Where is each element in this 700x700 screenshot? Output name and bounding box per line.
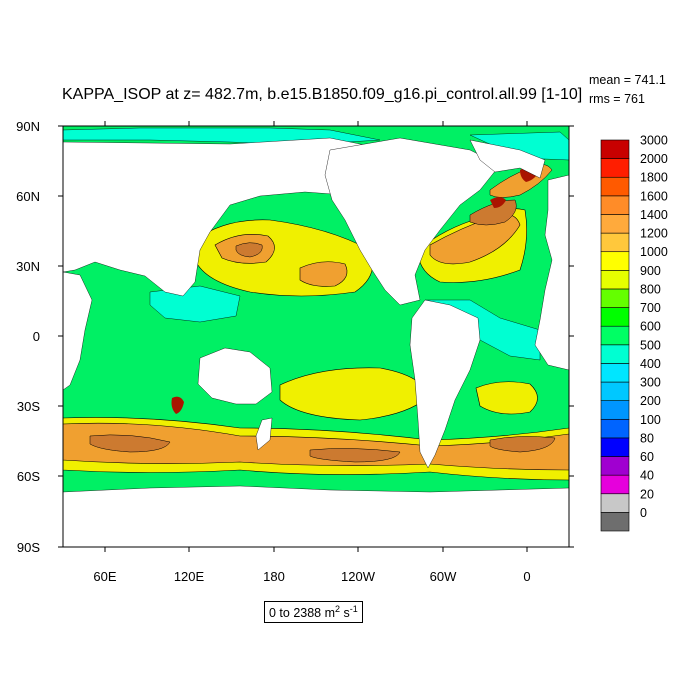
map-field <box>63 126 569 547</box>
range-mid: s <box>340 606 350 621</box>
colorbar-label: 600 <box>640 320 661 334</box>
lon-label: 0 <box>523 569 530 584</box>
colorbar-label: 100 <box>640 413 661 427</box>
colorbar-label: 60 <box>640 450 654 464</box>
colorbar-label: 40 <box>640 469 654 483</box>
southern-ocean-dark-patch-3 <box>489 436 556 453</box>
colorbar-box <box>600 325 630 346</box>
colorbar-box <box>600 437 630 457</box>
land-africa-edge <box>63 271 93 391</box>
colorbar-box <box>600 307 630 327</box>
colorbar-box <box>600 344 630 364</box>
colorbar-label: 700 <box>640 301 661 315</box>
lat-label: 60N <box>16 189 40 204</box>
colorbar-box <box>600 418 630 439</box>
lon-labels: 60E 120E 180 120W 60W 0 <box>93 569 530 584</box>
colorbar-label: 1000 <box>640 245 668 259</box>
lat-label: 0 <box>33 329 40 344</box>
range-text: 0 to 2388 m <box>269 606 336 621</box>
colorbar-box <box>600 381 630 401</box>
land-antarctica <box>63 485 569 547</box>
red-spot-tasmania <box>171 396 184 414</box>
colorbar-label: 0 <box>640 506 647 520</box>
lon-label: 120E <box>174 569 205 584</box>
colorbar-label: 1400 <box>640 208 668 222</box>
north-pacific-dark-core <box>235 242 263 258</box>
colorbar-label: 400 <box>640 357 661 371</box>
lon-label: 60W <box>430 569 457 584</box>
colorbar-box <box>600 512 630 532</box>
land-australia <box>197 347 273 405</box>
colorbar-box <box>600 474 630 495</box>
colorbar-box <box>600 363 630 383</box>
colorbar-box <box>600 176 630 197</box>
colorbar-label: 80 <box>640 431 654 445</box>
colorbar-box <box>600 251 630 271</box>
colorbar: 3000200018001600140012001000900800700600… <box>600 134 668 532</box>
colorbar-box <box>600 400 630 420</box>
southern-ocean-dark-patch-2 <box>309 448 401 463</box>
colorbar-label: 1600 <box>640 189 668 203</box>
lat-label: 30N <box>16 259 40 274</box>
land-masses <box>63 137 569 547</box>
colorbar-box <box>600 139 630 159</box>
southern-ocean-orange-band <box>63 422 569 471</box>
colorbar-label: 2000 <box>640 152 668 166</box>
range-sup-1: 2 <box>335 604 341 614</box>
colorbar-box <box>600 214 630 234</box>
colorbar-box <box>600 232 630 253</box>
colorbar-label: 3000 <box>640 134 668 148</box>
colorbar-label: 800 <box>640 282 661 296</box>
land-south-america <box>409 299 481 469</box>
rms-value: rms = 761 <box>589 92 645 106</box>
colorbar-label: 1200 <box>640 227 668 241</box>
colorbar-label: 200 <box>640 394 661 408</box>
indonesia-cyan-region <box>149 285 241 323</box>
colorbar-box <box>600 288 630 308</box>
lon-label: 180 <box>263 569 285 584</box>
colorbar-label: 1800 <box>640 171 668 185</box>
colorbar-label: 500 <box>640 338 661 352</box>
colorbar-box <box>600 195 630 215</box>
south-atlantic-yellow <box>475 381 538 415</box>
colorbar-label: 900 <box>640 264 661 278</box>
lon-label: 60E <box>93 569 116 584</box>
mean-value: mean = 741.1 <box>589 73 666 87</box>
land-europe-africa <box>534 174 569 371</box>
axis-ticks <box>58 121 574 552</box>
lat-label: 90S <box>17 540 40 555</box>
colorbar-box <box>600 158 630 178</box>
range-sup-2: -1 <box>349 604 358 614</box>
plot-title: KAPPA_ISOP at z= 482.7m, b.e15.B1850.f09… <box>62 86 583 103</box>
southern-ocean-dark-patch-1 <box>89 434 171 453</box>
colorbar-box <box>600 270 630 290</box>
land-new-zealand <box>255 417 273 451</box>
lat-label: 30S <box>17 399 40 414</box>
red-spot-gulf-stream <box>490 197 506 208</box>
lon-label: 120W <box>341 569 376 584</box>
colorbar-box <box>600 493 630 513</box>
lat-labels: 90N 60N 30N 0 30S 60S 90S <box>16 119 40 555</box>
lat-label: 60S <box>17 469 40 484</box>
colorbar-box <box>600 456 630 476</box>
range-label: 0 to 2388 m2 s-1 <box>264 601 363 624</box>
land-greenland <box>469 139 546 179</box>
colorbar-label: 300 <box>640 376 661 390</box>
north-pacific-orange-east <box>299 261 348 287</box>
north-atlantic-orange <box>429 214 521 265</box>
lat-label: 90N <box>16 119 40 134</box>
colorbar-label: 20 <box>640 487 654 501</box>
